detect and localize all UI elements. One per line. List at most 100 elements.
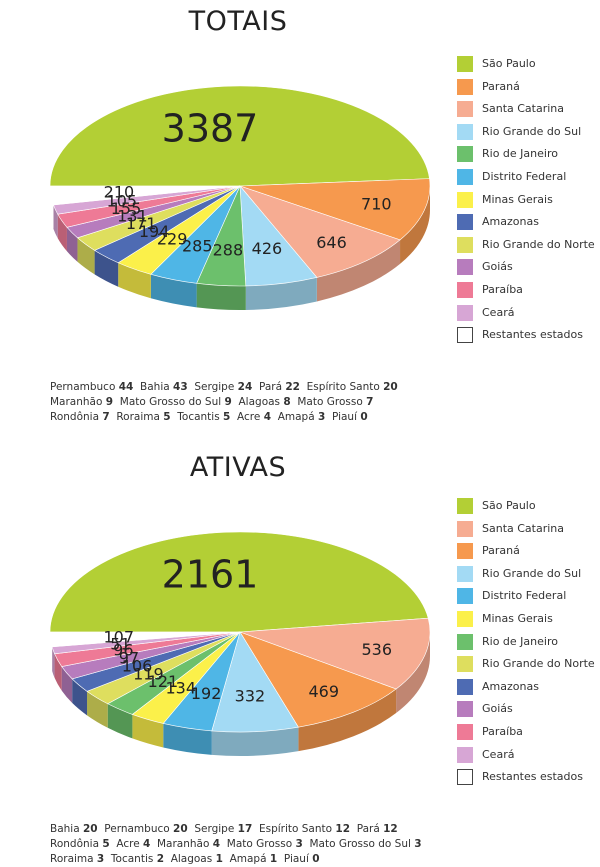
legend-item-amazonas: Amazonas <box>457 678 600 696</box>
pie-side-amazonas <box>72 678 88 716</box>
legend-swatch <box>457 259 473 276</box>
legend-swatch <box>457 191 473 208</box>
data-label-sao-paulo: 3387 <box>162 106 259 150</box>
footnote-entry-espirito-santo: Espírito Santo 20 <box>306 381 398 393</box>
pie-side-rio-grande-do-norte <box>77 237 95 275</box>
legend-label: Ceará <box>482 305 515 319</box>
pie-slice-sao-paulo <box>49 85 430 187</box>
data-label-rio-de-janeiro: 121 <box>148 672 179 691</box>
legend-item-parana: Paraná <box>457 78 600 96</box>
footnote-entry-piaui: Piauí 0 <box>283 853 320 865</box>
legend-label: São Paulo <box>482 499 536 512</box>
legend-label: Paraíba <box>482 283 523 296</box>
legend-swatch <box>457 611 473 627</box>
pie-slice-santa-catarina <box>239 185 401 278</box>
legend-label: Distrito Federal <box>482 170 567 183</box>
pie-slice-parana <box>239 631 397 728</box>
legend-label: Restantes estados <box>482 770 583 784</box>
legend-item-goias: Goiás <box>457 701 600 718</box>
footnote-entry-mato-grosso-do-sul: Mato Grosso do Sul 9 <box>119 396 232 408</box>
pie-side-santa-catarina <box>316 239 401 302</box>
data-label-santa-catarina: 536 <box>361 640 392 659</box>
footnote-entry-pernambuco: Pernambuco 20 <box>104 823 188 835</box>
pie-side-distrito-federal <box>150 274 197 308</box>
data-label-santa-catarina: 646 <box>316 233 347 252</box>
pie-side-goias <box>61 666 73 703</box>
pie-slice-santa-catarina <box>239 617 431 690</box>
legend-label: Paraná <box>482 79 520 93</box>
footnote-entry-alagoas: Alagoas 8 <box>238 396 291 408</box>
legend-swatch <box>457 769 473 786</box>
pie-side-rio-grande-do-sul <box>211 727 299 756</box>
data-label-rio-grande-do-norte: 119 <box>133 665 164 684</box>
footnote-entry-amapa: Amapá 1 <box>229 853 278 865</box>
legend-label: Ceará <box>482 747 515 761</box>
pie-side-amazonas <box>94 250 119 287</box>
footnote-entry-tocantis: Tocantis 2 <box>110 853 164 865</box>
footnote-entry-bahia: Bahia 20 <box>50 823 98 835</box>
legend-label: Rio Grande do Sul <box>482 124 582 138</box>
footnote-entry-espirito-santo: Espírito Santo 12 <box>258 823 351 835</box>
footnote-entry-mato-grosso: Mato Grosso 7 <box>297 396 374 408</box>
footnote-entry-mato-grosso-do-sul: Mato Grosso do Sul 3 <box>309 838 422 850</box>
legend-item-restantes-estados: Restantes estados <box>457 327 600 344</box>
legend-label: São Paulo <box>482 57 536 70</box>
footnote-entry-mato-grosso: Mato Grosso 3 <box>226 838 303 850</box>
footnote-entry-alagoas: Alagoas 1 <box>170 853 223 865</box>
legend-item-ceara: Ceará <box>457 746 600 764</box>
footnote-entry-sergipe: Sergipe 17 <box>194 823 253 835</box>
legend-item-rio-grande-do-norte: Rio Grande do Norte <box>457 656 600 673</box>
data-label-rio-de-janeiro: 288 <box>213 240 244 259</box>
footnote-entry-piaui: Piauí 0 <box>331 411 368 423</box>
legend-item-amazonas: Amazonas <box>457 214 600 231</box>
legend-label: Paraná <box>482 544 520 558</box>
legend-swatch <box>457 543 473 560</box>
footnote-totais: Pernambuco 44 Bahia 43 Sergipe 24 Pará 2… <box>50 380 470 425</box>
legend-swatch <box>457 746 473 763</box>
footnote-entry-sergipe: Sergipe 24 <box>194 381 253 393</box>
legend-swatch <box>457 656 473 673</box>
data-label-rio-grande-do-sul: 332 <box>235 686 266 705</box>
pie-side-goias <box>66 227 78 262</box>
data-label-rio-grande-do-sul: 426 <box>252 239 283 258</box>
data-label-sao-paulo: 2161 <box>162 552 259 596</box>
footnote-entry-para: Pará 22 <box>258 381 300 393</box>
data-label-restantes-estados: 210 <box>104 183 135 202</box>
pie-slice-restantes-estados <box>49 631 241 648</box>
footnote-entry-rondonia: Rondônia 7 <box>50 411 110 423</box>
data-label-paraiba: 155 <box>111 199 142 218</box>
data-label-parana: 710 <box>361 195 392 214</box>
legend-label: Amazonas <box>482 215 539 229</box>
legend-label: Rio Grande do Norte <box>482 237 595 251</box>
data-label-minas-gerais: 229 <box>157 230 188 249</box>
legend-swatch <box>457 282 473 298</box>
pie-side-rio-de-janeiro <box>107 703 133 739</box>
footnote-line: Maranhão 9 Mato Grosso do Sul 9 Alagoas … <box>50 395 470 410</box>
legend-item-rio-grande-do-sul: Rio Grande do Sul <box>457 565 600 583</box>
pie-side-minas-gerais <box>118 262 151 299</box>
footnote-entry-rondonia: Rondônia 5 <box>50 838 110 850</box>
data-label-goias: 97 <box>119 649 139 668</box>
data-label-amazonas: 106 <box>122 657 153 676</box>
legend-swatch <box>457 588 473 605</box>
footnote-line: Rondônia 7 Roraima 5 Tocantis 5 Acre 4 A… <box>50 410 470 425</box>
legend-label: Paraíba <box>482 725 523 738</box>
data-label-distrito-federal: 192 <box>191 684 222 703</box>
pie-side-santa-catarina <box>396 632 430 714</box>
legend-swatch <box>457 56 473 72</box>
legend-swatch <box>457 236 473 253</box>
data-label-restantes-estados: 107 <box>103 627 134 646</box>
chart-title: TOTAIS <box>188 6 288 37</box>
legend-item-parana: Paraná <box>457 543 600 560</box>
footnote-line: Bahia 20 Pernambuco 20 Sergipe 17 Espíri… <box>50 822 470 837</box>
legend-swatch <box>457 520 473 537</box>
legend-item-sao-paulo: São Paulo <box>457 56 600 73</box>
data-label-amazonas: 194 <box>139 222 170 241</box>
legend-label: Goiás <box>482 260 513 274</box>
footnote-entry-roraima: Roraima 3 <box>50 853 105 865</box>
footnote-line: Pernambuco 44 Bahia 43 Sergipe 24 Pará 2… <box>50 380 470 395</box>
pie-slice-sao-paulo <box>49 531 429 633</box>
pie-side-distrito-federal <box>163 723 212 755</box>
